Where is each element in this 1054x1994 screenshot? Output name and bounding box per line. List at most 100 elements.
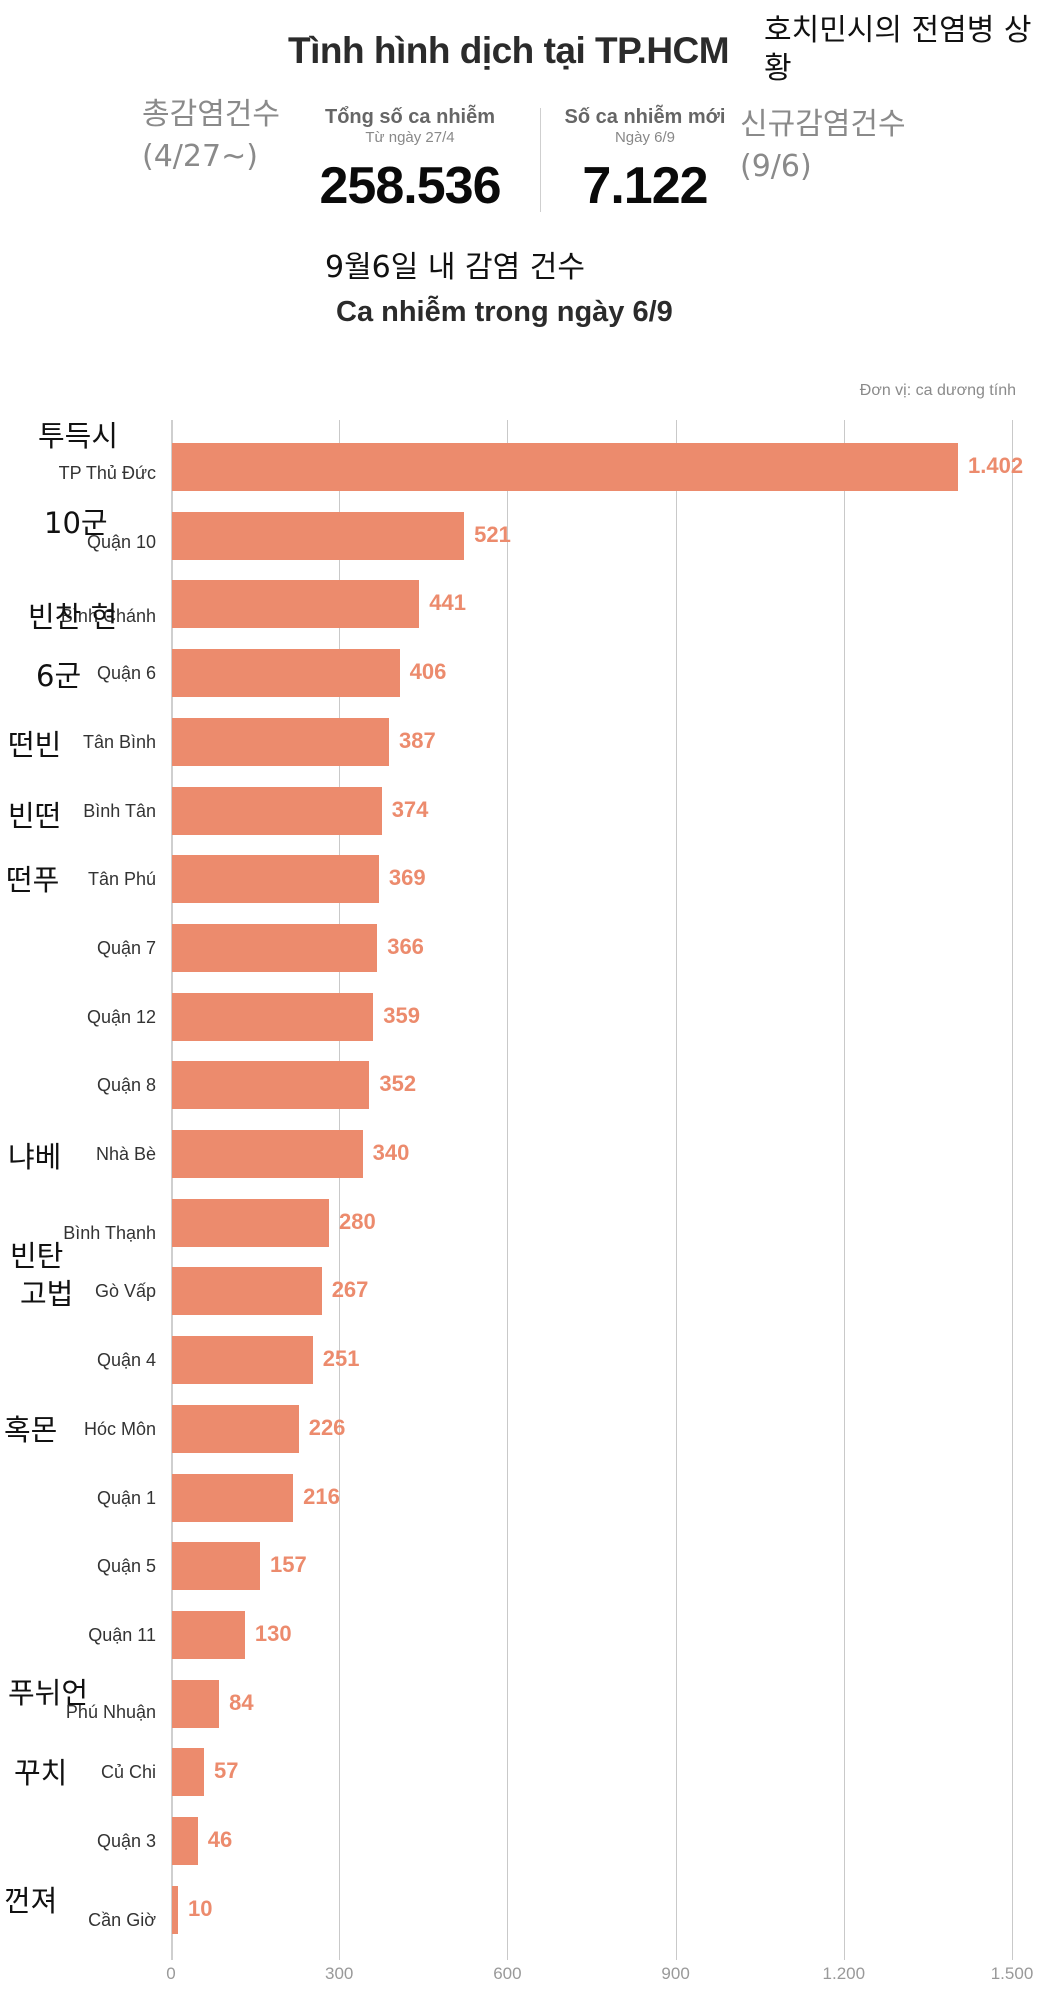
total-cases-stat: Tổng số ca nhiễm Từ ngày 27/4 258.536	[300, 106, 520, 216]
bar[interactable]	[172, 1817, 198, 1865]
bar[interactable]	[172, 1198, 329, 1247]
bar[interactable]	[172, 1336, 313, 1385]
bar-row: 366 Quận 7	[0, 923, 1054, 972]
bar-row: 267 Gò Vấp 고법	[0, 1267, 1054, 1316]
bar[interactable]	[172, 1748, 204, 1797]
bar[interactable]	[172, 1267, 322, 1316]
category-label: Quận 4	[96, 1350, 156, 1371]
bar-row: 359 Quận 12	[0, 992, 1054, 1041]
bar-value-label: 521	[474, 521, 511, 547]
bar[interactable]	[172, 992, 374, 1041]
bar-row: 406 Quận 6 6군	[0, 649, 1054, 698]
category-label-korean: 냐베	[8, 1140, 62, 1174]
bar-value-label: 10	[188, 1895, 213, 1921]
bar[interactable]	[172, 1885, 178, 1934]
bar-row: 251 Quận 4	[0, 1336, 1054, 1385]
bar-row: 387 Tân Bình 떤빈	[0, 717, 1054, 766]
total-cases-value: 258.536	[319, 157, 502, 215]
bar-row: 352 Quận 8	[0, 1061, 1054, 1110]
category-label: Cần Giờ	[88, 1909, 156, 1930]
new-label-korean: 신규감염건수	[740, 107, 906, 142]
category-label-korean: 빈찬 현	[28, 600, 118, 635]
category-label-korean: 투득시	[38, 419, 119, 453]
bar-row: 157 Quận 5	[0, 1542, 1054, 1591]
bar-value-label: 387	[398, 727, 436, 753]
bar[interactable]	[172, 717, 389, 766]
new-cases-value: 7.122	[582, 157, 708, 215]
bar-row: 46 Quận 3	[0, 1817, 1054, 1865]
bar[interactable]	[172, 1610, 245, 1659]
new-cases-label: Số ca nhiễm mới	[564, 106, 726, 128]
category-label: Nhà Bè	[95, 1144, 156, 1164]
bar[interactable]	[172, 1473, 294, 1522]
new-cases-stat: Số ca nhiễm mới Ngày 6/9 7.122	[555, 106, 735, 216]
bar[interactable]	[172, 1130, 363, 1178]
category-label-korean: 6군	[36, 659, 82, 694]
bar-row: 280 Bình Thạnh 빈탄	[0, 1198, 1054, 1273]
gridline	[507, 420, 509, 1960]
bar-value-label: 406	[409, 659, 447, 685]
category-label: Bình Thạnh	[63, 1222, 156, 1243]
bar-value-label: 130	[254, 1620, 292, 1646]
bar-value-label: 441	[429, 590, 466, 616]
bar-value-label: 267	[331, 1277, 369, 1303]
bar-value-label: 340	[372, 1140, 410, 1165]
x-tick-label: 300	[325, 1964, 354, 1983]
category-label: Bình Chánh	[60, 606, 156, 627]
category-label: Bình Tân	[83, 800, 156, 821]
bar-value-label: 57	[213, 1758, 239, 1784]
chart-subtitle: Ca nhiễm trong ngày 6/9	[336, 296, 673, 328]
bar[interactable]	[172, 1404, 299, 1453]
category-label: Quận 10	[86, 531, 156, 552]
category-label: Quận 5	[96, 1556, 156, 1577]
bar-row: 10 Cần Giờ 껀져	[0, 1884, 1054, 1934]
bar-row: 340 Nhà Bè 냐베	[0, 1130, 1054, 1178]
unit-label: Đơn vị: ca dương tính	[859, 382, 1016, 399]
chart-title-korean: 호치민시의 전염병 상황	[764, 13, 1032, 86]
bar[interactable]	[172, 786, 382, 835]
bar-row: 374 Bình Tân 빈떤	[0, 786, 1054, 835]
new-cases-sublabel: Ngày 6/9	[614, 129, 676, 146]
bar[interactable]	[172, 580, 420, 629]
category-label: TP Thủ Đức	[58, 463, 156, 483]
bar[interactable]	[172, 923, 378, 972]
bar-row: 84 Phú Nhuận 푸뉘언	[0, 1676, 1054, 1728]
category-label: Quận 6	[96, 663, 156, 684]
bar-value-label: 366	[387, 933, 424, 959]
category-label: Quận 12	[86, 1006, 156, 1027]
x-tick-label: 600	[493, 1964, 522, 1983]
bar-value-label: 216	[303, 1483, 340, 1509]
total-sublabel-korean: (4/27~)	[142, 139, 258, 174]
bar-value-label: 280	[338, 1208, 376, 1234]
bar-row: 130 Quận 11	[0, 1610, 1054, 1659]
bar[interactable]	[172, 1061, 370, 1110]
gridline	[843, 420, 845, 1960]
category-label: Phú Nhuận	[65, 1701, 156, 1722]
category-label-korean: 떤빈	[8, 727, 62, 762]
category-label-korean: 빈탄	[10, 1238, 64, 1273]
x-tick-label: 1.200	[822, 1964, 866, 1983]
x-tick-label: 0	[166, 1964, 176, 1983]
gridline	[675, 420, 677, 1960]
bar[interactable]	[172, 1679, 220, 1728]
category-label: Củ Chi	[100, 1762, 156, 1783]
bar-value-label: 251	[322, 1346, 360, 1372]
category-label: Quận 3	[96, 1831, 156, 1851]
category-label: Tân Phú	[87, 869, 156, 890]
bar[interactable]	[172, 855, 379, 904]
category-label-korean: 고법	[20, 1277, 74, 1312]
bar-value-label: 226	[308, 1414, 346, 1440]
bar[interactable]	[172, 511, 465, 560]
bar[interactable]	[172, 649, 400, 698]
bar[interactable]	[172, 443, 959, 491]
bar-value-label: 369	[388, 865, 426, 891]
bar-value-label: 157	[270, 1552, 307, 1578]
category-label-korean: 껀져	[4, 1883, 58, 1918]
gridline	[1012, 420, 1013, 1960]
chart-subtitle-korean: 9월6일 내 감염 건수	[325, 250, 585, 285]
bar-row: 1.402 TP Thủ Đức 투득시	[0, 419, 1054, 491]
bar[interactable]	[172, 1542, 261, 1591]
total-cases-label: Tổng số ca nhiễm	[324, 106, 496, 128]
bar-row: 216 Quận 1	[0, 1473, 1054, 1522]
y-axis-line	[171, 420, 173, 1960]
